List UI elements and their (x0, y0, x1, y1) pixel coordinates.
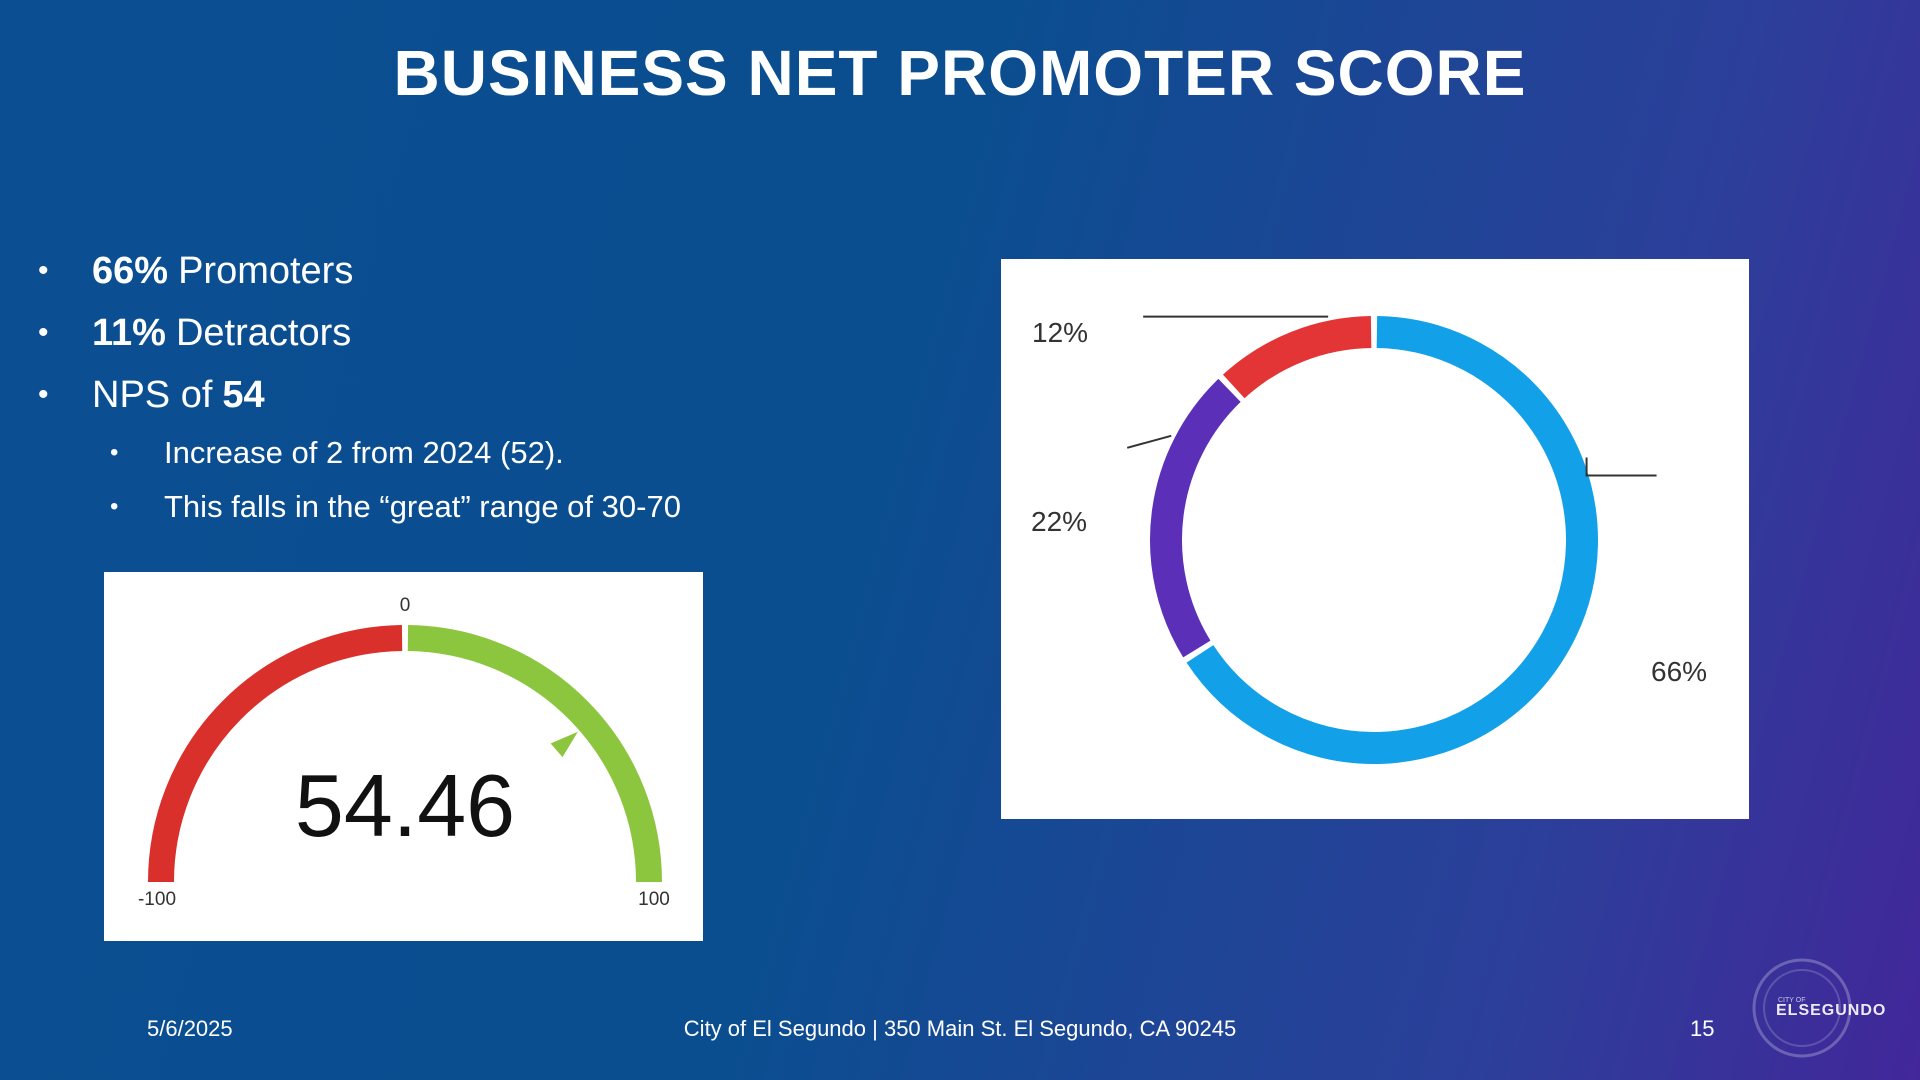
footer-date: 5/6/2025 (147, 1016, 233, 1041)
detractors-value: 11% (92, 311, 166, 354)
gauge-value-label: 54.46 (295, 756, 515, 855)
slice-label-12: 12% (1032, 317, 1088, 348)
nps-gauge-chart: 0 -100 100 54.46 (104, 572, 703, 941)
city-seal-logo: CITY OF ELSEGUNDO (1750, 958, 1910, 1067)
slide-title: BUSINESS NET PROMOTER SCORE (393, 37, 1527, 109)
gauge-segment-0 (148, 625, 403, 883)
gauge-value-marker (550, 731, 578, 758)
promoters-label: Promoters (178, 249, 354, 292)
leader-line-22 (1126, 434, 1172, 449)
sub-bullet-text: This falls in the “great” range of 30-70 (164, 489, 681, 524)
seal-small-text: CITY OF (1778, 997, 1805, 1004)
promoters-value: 66% (92, 249, 169, 292)
gauge-segment-1 (407, 625, 662, 883)
gauge-tick-label-min: -100 (138, 889, 176, 910)
footer-address: City of El Segundo | 350 Main St. El Seg… (683, 1016, 1237, 1041)
seal-text: ELSEGUNDO (1776, 1002, 1886, 1019)
bullet-promoters: • 66% Promoters (38, 240, 681, 302)
leader-line-66 (1585, 457, 1657, 477)
slice-label-66: 66% (1651, 656, 1707, 687)
seal-icon: CITY OF ELSEGUNDO (1752, 958, 1886, 1058)
donut-slice-12 (1222, 316, 1372, 399)
bullet-dot: • (38, 378, 49, 411)
sub-bullet-range: • This falls in the “great” range of 30-… (38, 480, 681, 534)
sub-bullet-text: Increase of 2 from 2024 (52). (164, 435, 564, 470)
gauge-tick-label-max: 100 (638, 889, 670, 910)
footer-page-number: 15 (1690, 1016, 1715, 1041)
sub-bullet-increase: • Increase of 2 from 2024 (52). (38, 426, 681, 480)
bullet-dot: • (110, 493, 119, 520)
nps-donut-chart: 12% 22% 66% (1001, 259, 1749, 819)
donut-slice-22 (1150, 378, 1241, 658)
nps-value: 54 (222, 373, 265, 416)
slice-label-22: 22% (1031, 506, 1087, 537)
nps-label: NPS of (92, 373, 213, 416)
gauge-svg: 0 -100 100 54.46 (138, 595, 670, 910)
bullet-dot: • (38, 316, 49, 349)
bullet-dot: • (110, 439, 119, 466)
bullet-dot: • (38, 254, 49, 287)
detractors-label: Detractors (175, 311, 352, 354)
donut-slice-66 (1186, 316, 1598, 764)
gauge-tick-label-0: 0 (400, 595, 411, 616)
bullet-nps: • NPS of 54 (38, 364, 681, 426)
bullet-list: • 66% Promoters • 11% Detractors • NPS o… (38, 240, 681, 534)
donut-svg: 12% 22% 66% (1031, 315, 1707, 764)
bullet-detractors: • 11% Detractors (38, 302, 681, 364)
